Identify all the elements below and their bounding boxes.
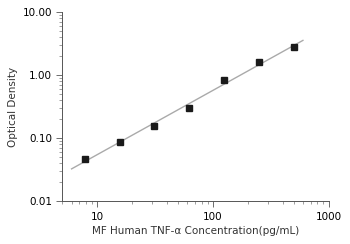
Y-axis label: Optical Density: Optical Density (8, 67, 18, 147)
X-axis label: MF Human TNF-α Concentration(pg/mL): MF Human TNF-α Concentration(pg/mL) (92, 226, 299, 236)
